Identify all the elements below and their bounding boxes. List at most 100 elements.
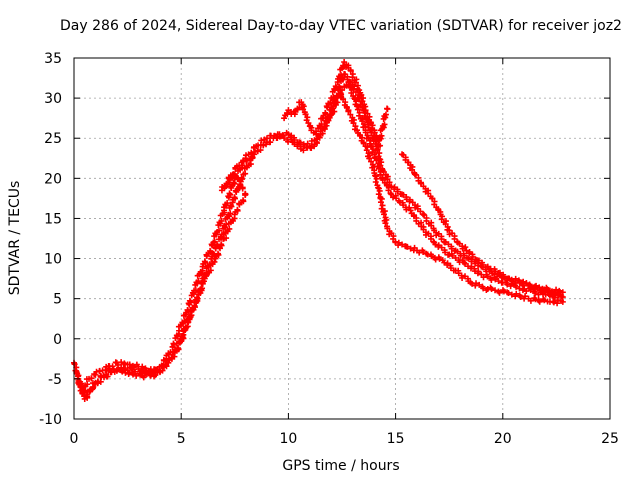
plus-marker <box>267 139 274 146</box>
plus-marker <box>492 287 499 294</box>
plus-marker <box>365 124 372 131</box>
plus-marker <box>496 289 503 296</box>
plus-marker <box>332 83 339 90</box>
plus-marker <box>347 67 354 74</box>
plus-marker <box>381 208 388 215</box>
plus-marker <box>92 371 99 378</box>
plus-marker <box>428 253 435 260</box>
plus-marker <box>379 202 386 209</box>
plus-marker <box>492 268 499 275</box>
plus-marker <box>527 284 534 291</box>
plus-marker <box>378 195 385 202</box>
plus-marker <box>356 112 363 119</box>
plus-marker <box>364 110 371 117</box>
plus-marker <box>248 155 255 162</box>
plus-marker <box>347 111 354 118</box>
plus-marker <box>343 103 350 110</box>
plus-marker <box>358 91 365 98</box>
plus-marker <box>197 286 204 293</box>
plus-marker <box>133 372 140 379</box>
plus-marker <box>71 361 78 368</box>
plus-marker <box>330 103 337 110</box>
plus-marker <box>349 74 356 81</box>
plus-marker <box>513 290 520 297</box>
plus-marker <box>362 115 369 122</box>
plus-marker <box>500 273 507 280</box>
plus-marker <box>118 359 125 366</box>
plus-marker <box>475 268 482 275</box>
plus-marker <box>465 255 472 262</box>
plus-marker <box>352 79 359 86</box>
plus-marker <box>231 194 238 201</box>
y-tick-label: 35 <box>44 51 62 67</box>
plus-marker <box>174 345 181 352</box>
plus-marker <box>532 296 539 303</box>
plus-marker <box>541 297 548 304</box>
plus-marker <box>550 299 557 306</box>
y-tick-label: -10 <box>39 412 62 428</box>
plus-marker <box>73 369 80 376</box>
chart-title: Day 286 of 2024, Sidereal Day-to-day VTE… <box>60 18 622 34</box>
plus-marker <box>495 278 502 285</box>
plus-marker <box>382 111 389 118</box>
plus-marker <box>226 190 233 197</box>
plus-marker <box>436 255 443 262</box>
plus-marker <box>234 206 241 213</box>
plot-frame <box>73 57 611 420</box>
plus-marker <box>211 258 218 265</box>
plus-marker <box>126 361 133 368</box>
plus-marker <box>377 171 384 178</box>
plus-marker <box>523 288 530 295</box>
plus-marker <box>360 139 367 146</box>
plus-marker <box>377 162 384 169</box>
plus-marker <box>376 187 383 194</box>
plus-marker <box>520 278 527 285</box>
plus-marker <box>509 278 516 285</box>
plus-marker <box>215 250 222 257</box>
plus-marker <box>327 99 334 106</box>
plus-marker <box>84 381 91 388</box>
plus-marker <box>135 365 142 372</box>
series-track-5 <box>399 151 564 299</box>
plus-marker <box>168 354 175 361</box>
plus-marker <box>554 297 561 304</box>
plus-marker <box>504 281 511 288</box>
plus-marker <box>281 115 288 122</box>
y-tick-label: 30 <box>44 91 62 107</box>
plus-marker <box>368 158 375 165</box>
plus-marker <box>534 285 541 292</box>
plus-marker <box>362 107 369 114</box>
plus-marker <box>372 179 379 186</box>
plus-marker <box>163 363 170 370</box>
series-track-6 <box>281 59 391 150</box>
plus-marker <box>79 390 86 397</box>
x-tick-label: 5 <box>177 431 186 447</box>
plus-marker <box>371 129 378 136</box>
plus-marker <box>522 293 529 300</box>
plus-marker <box>322 109 329 116</box>
plus-marker <box>207 267 214 274</box>
plus-marker <box>505 289 512 296</box>
series-track-3 <box>75 155 255 402</box>
plus-marker <box>179 332 186 339</box>
plus-marker <box>327 112 334 119</box>
plus-marker <box>363 147 370 154</box>
plus-marker <box>76 381 83 388</box>
plus-marker <box>484 273 491 280</box>
plus-marker <box>354 127 361 134</box>
plus-marker <box>399 241 406 248</box>
plus-marker <box>359 117 366 124</box>
plus-marker <box>463 247 470 254</box>
plus-marker <box>242 170 249 177</box>
plus-marker <box>417 179 424 186</box>
y-tick-label: 15 <box>44 211 62 227</box>
plus-marker <box>375 184 382 191</box>
plus-marker <box>449 252 456 259</box>
plus-marker <box>277 133 284 140</box>
plus-marker <box>475 257 482 264</box>
plus-marker <box>104 373 111 380</box>
plus-marker <box>186 297 193 304</box>
plus-marker <box>257 147 264 154</box>
plus-marker <box>362 129 369 136</box>
